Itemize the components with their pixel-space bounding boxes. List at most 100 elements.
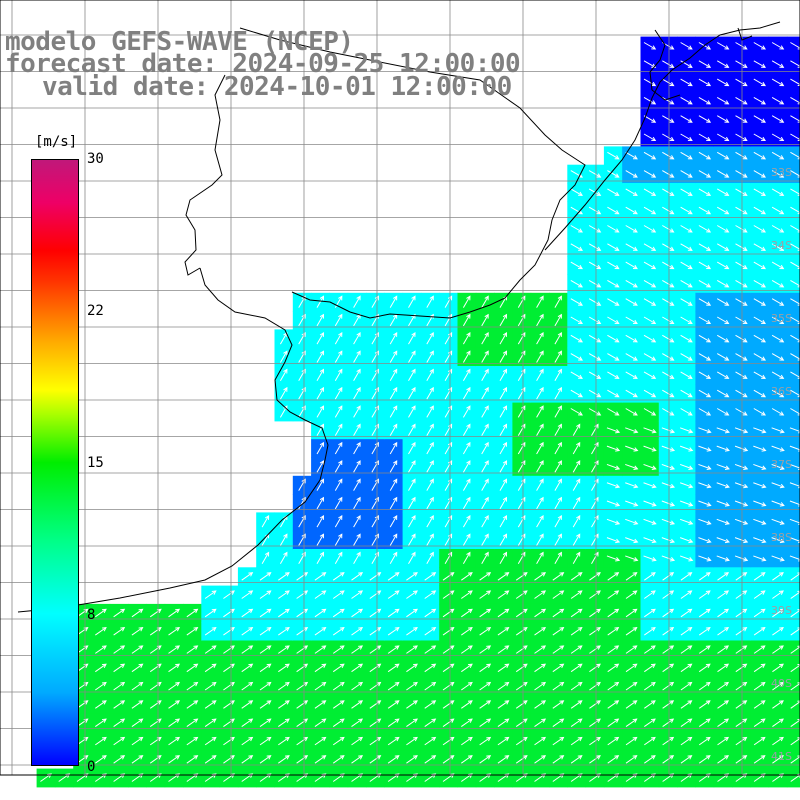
wind-arrow <box>717 682 729 691</box>
wind-arrow <box>572 497 581 510</box>
wind-arrow-head <box>175 773 181 778</box>
wind-arrow-head <box>742 228 748 233</box>
wind-arrow-head <box>374 460 379 466</box>
wind-arrow <box>570 371 583 379</box>
wind-arrow-head <box>230 663 235 669</box>
wind-arrow <box>515 700 528 709</box>
wind-arrow-head <box>230 736 235 742</box>
wind-arrow-head <box>669 627 675 632</box>
wind-arrow-head <box>797 228 800 233</box>
wind-arrow-head <box>596 246 602 251</box>
wind-arrow <box>734 463 748 470</box>
wind-arrow-head <box>614 755 620 760</box>
wind-arrow <box>334 497 343 510</box>
wind-arrow <box>481 460 489 473</box>
wind-arrow <box>444 296 453 308</box>
wind-arrow <box>389 332 398 345</box>
wind-arrow <box>332 572 345 581</box>
wind-arrow-head <box>248 572 254 577</box>
wind-arrow-head <box>449 663 455 669</box>
wind-arrow <box>481 350 489 363</box>
wind-arrow-head <box>447 386 453 392</box>
wind-arrow-head <box>615 502 621 507</box>
wind-arrow-head <box>614 572 620 577</box>
wind-arrow-head <box>356 496 361 502</box>
wind-arrow <box>753 188 766 196</box>
wind-arrow <box>406 718 418 727</box>
wind-arrow <box>351 608 363 618</box>
wind-arrow <box>259 663 271 673</box>
wind-arrow-head <box>502 533 508 539</box>
wind-arrow <box>113 627 125 636</box>
wind-arrow <box>735 755 747 764</box>
wind-arrow <box>589 572 601 581</box>
wind-cell <box>786 768 800 788</box>
wind-arrow <box>389 405 398 418</box>
wind-arrow-head <box>303 608 309 614</box>
wind-arrow-head <box>521 551 526 557</box>
wind-arrow <box>570 590 583 599</box>
wind-arrow-head <box>687 608 693 614</box>
wind-arrow-head <box>521 332 526 337</box>
wind-arrow <box>369 737 381 746</box>
wind-arrow <box>735 279 748 288</box>
wind-arrow-head <box>284 590 290 595</box>
wind-arrow <box>643 389 656 398</box>
wind-arrow <box>279 515 288 528</box>
wind-arrow <box>717 645 729 654</box>
wind-arrow <box>462 387 471 400</box>
wind-arrow-head <box>431 681 437 687</box>
wind-arrow-head <box>724 538 730 544</box>
wind-arrow <box>534 645 546 654</box>
wind-arrow <box>625 482 638 488</box>
wind-arrow <box>570 353 583 361</box>
wind-arrow-head <box>321 663 327 669</box>
wind-arrow-head <box>394 681 400 687</box>
wind-arrow-head <box>413 627 418 632</box>
wind-arrow <box>444 442 453 455</box>
wind-arrow <box>406 572 418 581</box>
wind-arrow <box>607 206 619 215</box>
wind-arrow-head <box>761 228 766 233</box>
wind-arrow <box>279 533 288 546</box>
wind-arrow <box>168 663 180 673</box>
latitude-label: 36S <box>771 385 792 398</box>
wind-arrow <box>735 627 747 636</box>
wind-arrow <box>625 537 638 543</box>
wind-arrow-head <box>651 428 657 434</box>
wind-arrow-head <box>632 411 638 416</box>
wind-arrow-head <box>374 533 379 539</box>
wind-arrow <box>479 572 491 581</box>
wind-arrow <box>536 479 544 491</box>
wind-arrow-head <box>742 718 748 723</box>
wind-arrow-head <box>614 393 620 398</box>
wind-arrow <box>536 424 544 436</box>
wind-arrow <box>406 700 418 709</box>
wind-arrow <box>698 755 711 764</box>
wind-arrow-head <box>138 645 144 650</box>
wind-arrow-head <box>541 773 547 778</box>
wind-arrow-head <box>760 681 766 687</box>
wind-arrow <box>332 682 345 691</box>
wind-arrow-head <box>743 428 749 434</box>
wind-arrow-head <box>138 718 144 723</box>
wind-arrow-head <box>175 681 181 687</box>
wind-arrow <box>643 555 656 561</box>
wind-arrow <box>679 427 693 433</box>
wind-arrow-head <box>779 173 785 178</box>
wind-arrow <box>698 389 711 398</box>
coastline <box>17 267 329 613</box>
wind-arrow-head <box>502 386 508 392</box>
wind-arrow <box>771 389 784 398</box>
wind-arrow-head <box>651 301 657 306</box>
wind-arrow-head <box>724 246 730 251</box>
wind-arrow-head <box>797 118 800 123</box>
wind-cell <box>786 567 800 587</box>
wind-arrow-head <box>705 645 711 650</box>
wind-arrow <box>789 518 800 524</box>
wind-arrow <box>735 590 747 599</box>
wind-arrow-head <box>559 645 565 650</box>
wind-arrow <box>278 608 290 618</box>
wind-arrow <box>517 314 526 327</box>
wind-arrow <box>679 482 693 488</box>
